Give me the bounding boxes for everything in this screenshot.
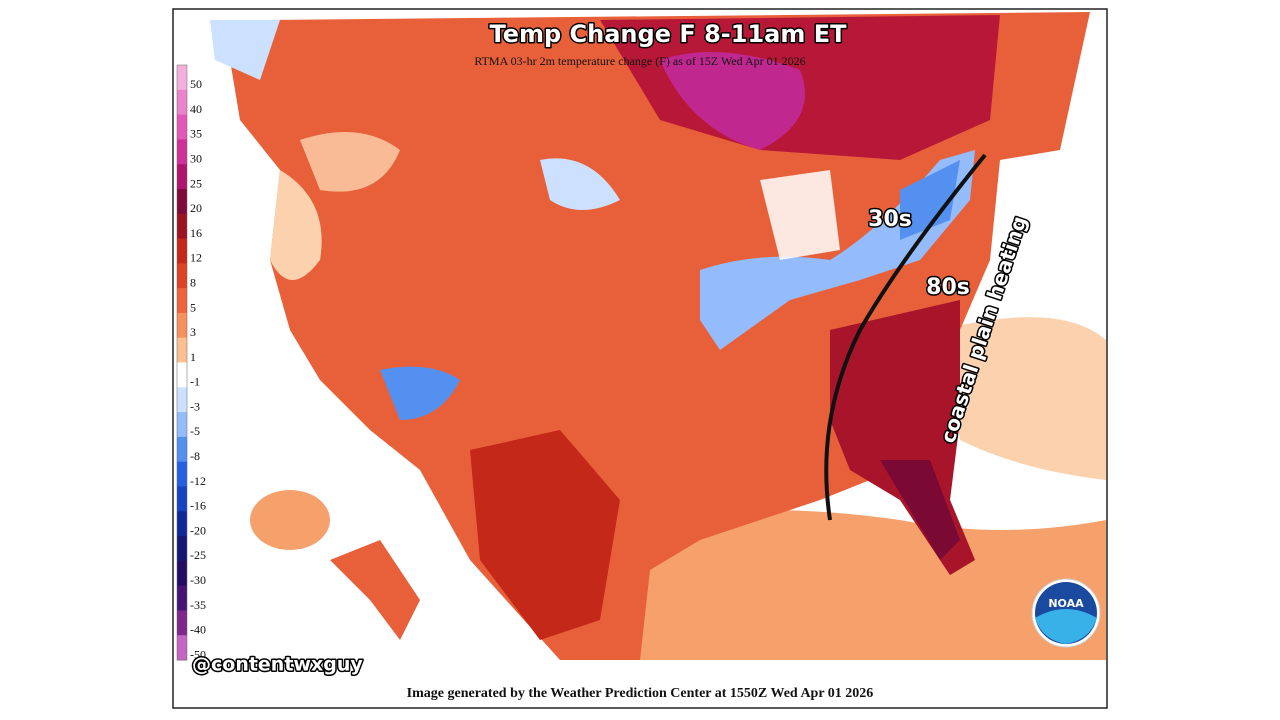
legend-label: -50	[190, 647, 206, 661]
legend-label: -35	[190, 598, 206, 612]
legend-swatch	[177, 263, 187, 289]
legend-swatch	[177, 511, 187, 537]
legend-label: 25	[190, 176, 202, 190]
noaa-logo: NOAA	[1031, 578, 1101, 648]
map-title: Temp Change F 8-11am ET	[490, 20, 848, 48]
legend-swatch	[177, 114, 187, 140]
legend-label: 12	[190, 251, 202, 265]
legend-label: -8	[190, 449, 200, 463]
legend-label: 40	[190, 102, 202, 116]
legend-swatch	[177, 536, 187, 562]
color-legend: 50 40 35 30 25 20 16 12 8 5 3 1 -1 -3 -5 -8 -12 -16 -20 -25…	[176, 64, 206, 661]
legend-label: -3	[190, 399, 200, 413]
legend-label: 5	[190, 300, 196, 314]
legend-swatch	[177, 213, 187, 240]
legend-label: 8	[190, 275, 196, 289]
legend-swatch	[177, 387, 187, 413]
legend-swatch	[177, 288, 187, 314]
legend-swatch	[177, 635, 187, 661]
legend-label: 35	[190, 127, 202, 141]
legend-swatch	[177, 312, 187, 339]
legend-label: 1	[190, 350, 196, 364]
legend-label: 30	[190, 152, 202, 166]
legend-swatch	[177, 560, 187, 587]
logo-text: NOAA	[1048, 597, 1084, 610]
legend-swatch	[177, 412, 187, 438]
legend-swatch	[177, 188, 187, 215]
legend-label: -20	[190, 523, 206, 537]
legend-swatch	[177, 238, 187, 264]
legend-swatch	[177, 164, 187, 190]
legend-swatch	[177, 362, 187, 388]
legend-label: -25	[190, 548, 206, 562]
legend-label: -16	[190, 499, 206, 513]
footer-credit: Image generated by the Weather Predictio…	[407, 686, 874, 701]
legend-swatch	[177, 461, 187, 487]
legend-label: 50	[190, 77, 202, 91]
legend-swatch	[177, 65, 187, 91]
boundary-line	[824, 153, 987, 521]
map	[174, 10, 1106, 660]
legend-label: 3	[190, 325, 196, 339]
legend-swatch	[177, 585, 187, 611]
legend-label: -1	[190, 375, 200, 389]
legend-label: 16	[190, 226, 202, 240]
warm-annotation: 80s	[926, 275, 970, 300]
legend-label: -5	[190, 424, 200, 438]
legend-label: -30	[190, 573, 206, 587]
cold-annotation: 30s	[868, 207, 912, 232]
legend-swatch	[177, 610, 187, 636]
legend-swatch	[177, 139, 187, 165]
legend-label: -40	[190, 623, 206, 637]
legend-label: -12	[190, 474, 206, 488]
map-subtitle: RTMA 03-hr 2m temperature change (F) as …	[474, 54, 805, 68]
legend-swatch	[177, 486, 187, 512]
legend-label: 20	[190, 201, 202, 215]
handle: @contentwxguy	[192, 654, 363, 676]
legend-swatch	[177, 89, 187, 116]
legend-swatch	[177, 337, 187, 363]
legend-swatch	[177, 436, 187, 463]
legend-border	[176, 64, 188, 661]
